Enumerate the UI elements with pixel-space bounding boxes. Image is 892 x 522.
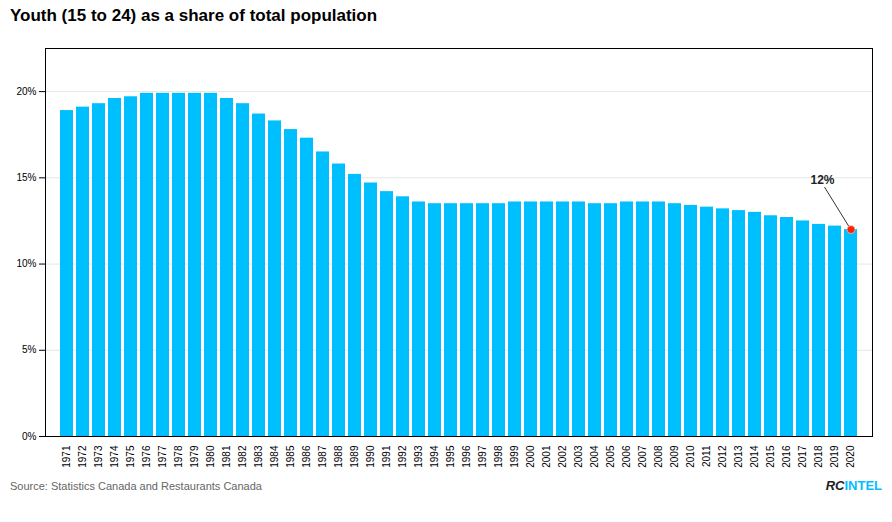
html-text:RC INTEL: RC INTEL (825, 478, 882, 493)
svg-text:2009: 2009 (669, 445, 680, 468)
svg-text:1978: 1978 (173, 445, 184, 468)
svg-text:1974: 1974 (109, 445, 120, 468)
svg-text:2002: 2002 (557, 445, 568, 468)
svg-text:1972: 1972 (77, 445, 88, 468)
html-text:Source: Statistics Canada and: Source: Statistics Canada and Restaurant… (10, 480, 262, 492)
svg-text:2007: 2007 (637, 445, 648, 468)
svg-text:1987: 1987 (317, 445, 328, 468)
svg-text:2008: 2008 (653, 445, 664, 468)
svg-text:2003: 2003 (573, 445, 584, 468)
svg-text:1995: 1995 (445, 445, 456, 468)
svg-text:10%: 10% (16, 258, 36, 269)
svg-text:20%: 20% (16, 86, 36, 97)
svg-text:2015: 2015 (765, 445, 776, 468)
svg-text:1991: 1991 (381, 445, 392, 468)
svg-text:2014: 2014 (749, 445, 760, 468)
svg-text:0%: 0% (22, 431, 37, 442)
svg-text:1999: 1999 (509, 445, 520, 468)
svg-text:1994: 1994 (429, 445, 440, 468)
svg-text:1997: 1997 (477, 445, 488, 468)
svg-text:2006: 2006 (621, 445, 632, 468)
svg-text:1983: 1983 (253, 445, 264, 468)
svg-text:2013: 2013 (733, 445, 744, 468)
svg-text:1979: 1979 (189, 445, 200, 468)
svg-text:2010: 2010 (685, 445, 696, 468)
svg-text:1977: 1977 (157, 445, 168, 468)
svg-text:2004: 2004 (589, 445, 600, 468)
svg-text:1982: 1982 (237, 445, 248, 468)
svg-text:1989: 1989 (349, 445, 360, 468)
svg-text:2001: 2001 (541, 445, 552, 468)
svg-text:1984: 1984 (269, 445, 280, 468)
svg-text:2020: 2020 (845, 445, 856, 468)
svg-text:2017: 2017 (797, 445, 808, 468)
svg-text:1992: 1992 (397, 445, 408, 468)
svg-text:15%: 15% (16, 172, 36, 183)
svg-text:1988: 1988 (333, 445, 344, 468)
svg-text:1975: 1975 (125, 445, 136, 468)
html-text:Youth (15 to 24) as a share of: Youth (15 to 24) as a share of total pop… (10, 6, 378, 25)
svg-text:1976: 1976 (141, 445, 152, 468)
svg-text:2016: 2016 (781, 445, 792, 468)
svg-text:2005: 2005 (605, 445, 616, 468)
svg-text:1981: 1981 (221, 445, 232, 468)
svg-text:1996: 1996 (461, 445, 472, 468)
svg-text:2012: 2012 (717, 445, 728, 468)
svg-text:1998: 1998 (493, 445, 504, 468)
svg-text:1971: 1971 (61, 445, 72, 468)
svg-text:1986: 1986 (301, 445, 312, 468)
svg-text:2000: 2000 (525, 445, 536, 468)
svg-text:1973: 1973 (93, 445, 104, 468)
svg-text:1993: 1993 (413, 445, 424, 468)
svg-text:1980: 1980 (205, 445, 216, 468)
svg-text:5%: 5% (22, 344, 37, 355)
svg-text:1985: 1985 (285, 445, 296, 468)
svg-text:12%: 12% (810, 173, 834, 187)
svg-text:2018: 2018 (813, 445, 824, 468)
svg-text:2011: 2011 (701, 445, 712, 467)
svg-text:2019: 2019 (829, 445, 840, 468)
svg-text:1990: 1990 (365, 445, 376, 468)
